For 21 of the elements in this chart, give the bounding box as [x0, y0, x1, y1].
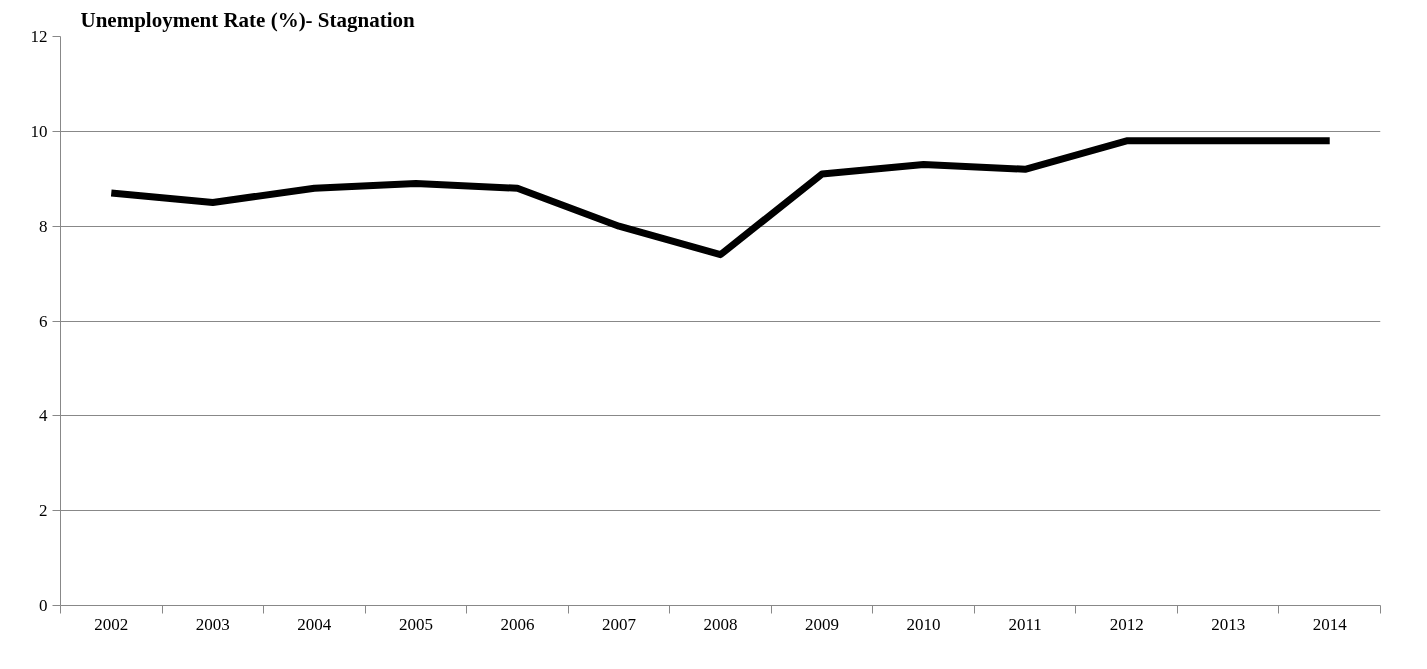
x-tick-label: 2010	[906, 614, 941, 634]
y-tick-label: 0	[39, 596, 48, 615]
y-tick-label: 6	[39, 311, 48, 331]
x-tick-label: 2007	[601, 614, 637, 634]
x-tick-label: 2011	[1008, 614, 1042, 634]
x-tick-label: 2004	[297, 614, 332, 634]
chart-title: Unemployment Rate (%)- Stagnation	[80, 7, 416, 32]
x-tick-label: 2009	[805, 614, 840, 634]
x-tick-label: 2014	[1312, 614, 1348, 634]
y-tick-label: 2	[39, 501, 48, 521]
y-tick-label: 12	[30, 27, 48, 46]
y-tick-label: 8	[39, 216, 48, 236]
x-tick-label: 2002	[94, 614, 129, 634]
y-tick-label: 10	[30, 121, 48, 141]
x-tick-label: 2013	[1211, 614, 1246, 634]
y-tick-label: 4	[39, 406, 48, 426]
x-tick-label: 2012	[1109, 614, 1144, 634]
x-tick-label: 2003	[195, 614, 230, 634]
x-tick-label: 2008	[703, 614, 738, 634]
x-tick-label: 2006	[500, 614, 535, 634]
x-tick-label: 2005	[398, 614, 433, 634]
